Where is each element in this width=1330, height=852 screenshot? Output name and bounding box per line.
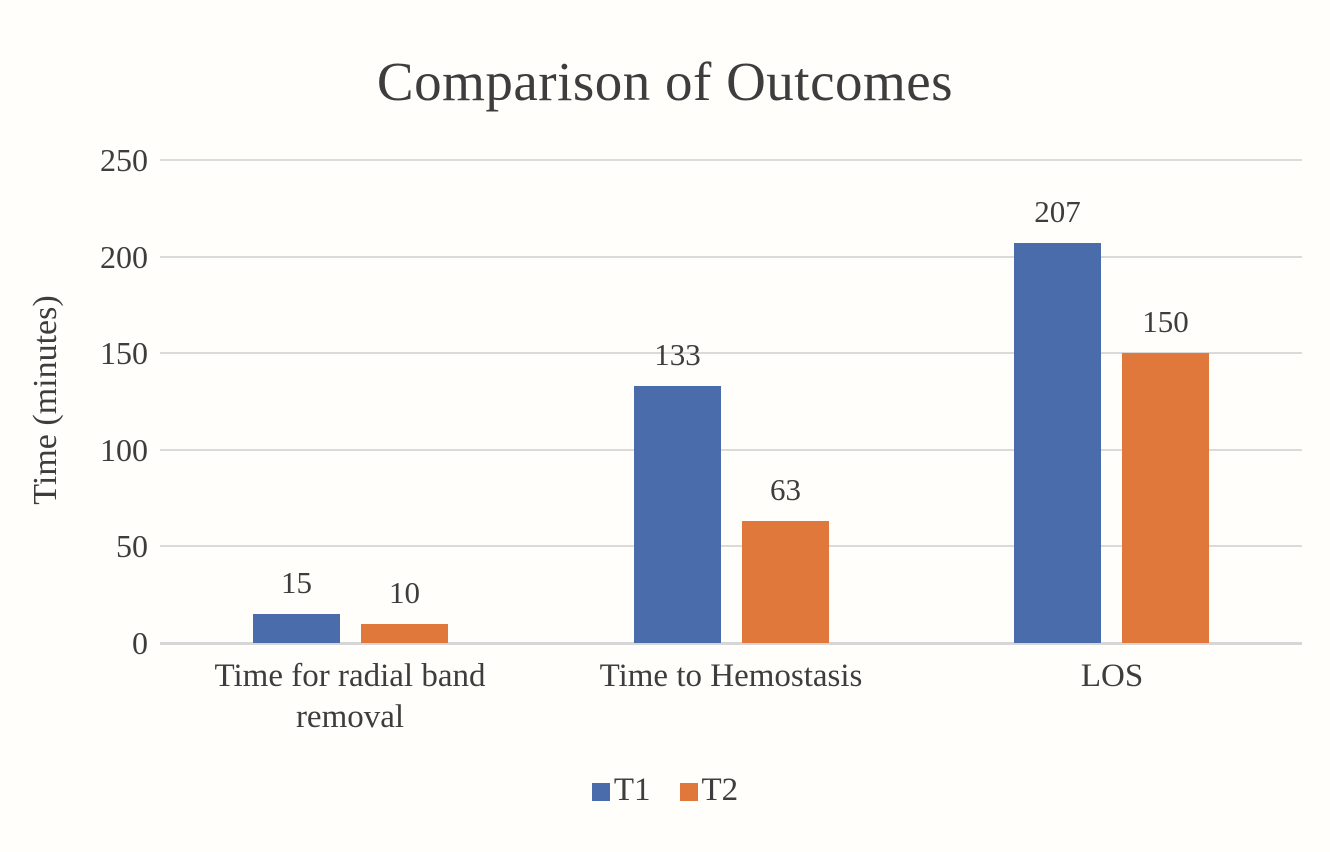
- value-label-t2-time-to-hemostasis: 63: [770, 472, 801, 507]
- legend-label-t1: T1: [613, 772, 651, 808]
- gridline-250: [160, 159, 1302, 161]
- legend-swatch-t2: [679, 783, 698, 801]
- gridline-50: [160, 545, 1302, 547]
- y-tick-label-50: 50: [116, 528, 148, 564]
- gridline-150: [160, 352, 1302, 354]
- bar-t2-los: [1122, 353, 1209, 643]
- gridline-100: [160, 449, 1302, 451]
- gridline-200: [160, 256, 1302, 258]
- x-axis-line: [160, 642, 1302, 645]
- y-tick-label-200: 200: [100, 239, 148, 275]
- bar-t1-time-to-hemostasis: [634, 386, 721, 643]
- y-tick-label-0: 0: [132, 625, 148, 661]
- bar-t2-time-to-hemostasis: [742, 521, 829, 643]
- value-label-t1-los: 207: [1034, 194, 1081, 229]
- legend-label-t2: T2: [701, 772, 739, 808]
- legend-item-t2: T2: [679, 772, 739, 808]
- value-label-t1-time-to-hemostasis: 133: [654, 337, 701, 372]
- legend-swatch-t1: [591, 783, 610, 801]
- y-tick-label-150: 150: [100, 335, 148, 371]
- chart-title: Comparison of Outcomes: [376, 51, 954, 112]
- y-axis-title: Time (minutes): [27, 295, 64, 505]
- x-category-label-time-to-hemostasis: Time to Hemostasis: [599, 658, 863, 694]
- bar-t2-time-for-radial-band-removal: [361, 624, 448, 643]
- x-category-label-time-for-radial-band-removal: Time for radial band removal: [214, 658, 486, 735]
- y-tick-label-100: 100: [100, 432, 148, 468]
- legend: T1 T2: [0, 773, 1330, 807]
- bar-t1-los: [1014, 243, 1101, 643]
- value-label-t1-time-for-radial-band-removal: 15: [281, 565, 312, 600]
- value-label-t2-los: 150: [1142, 304, 1189, 339]
- value-label-t2-time-for-radial-band-removal: 10: [389, 575, 420, 610]
- legend-item-t1: T1: [591, 772, 651, 808]
- x-category-label-los: LOS: [1080, 658, 1144, 694]
- y-tick-label-250: 250: [100, 142, 148, 178]
- bar-t1-time-for-radial-band-removal: [253, 614, 340, 643]
